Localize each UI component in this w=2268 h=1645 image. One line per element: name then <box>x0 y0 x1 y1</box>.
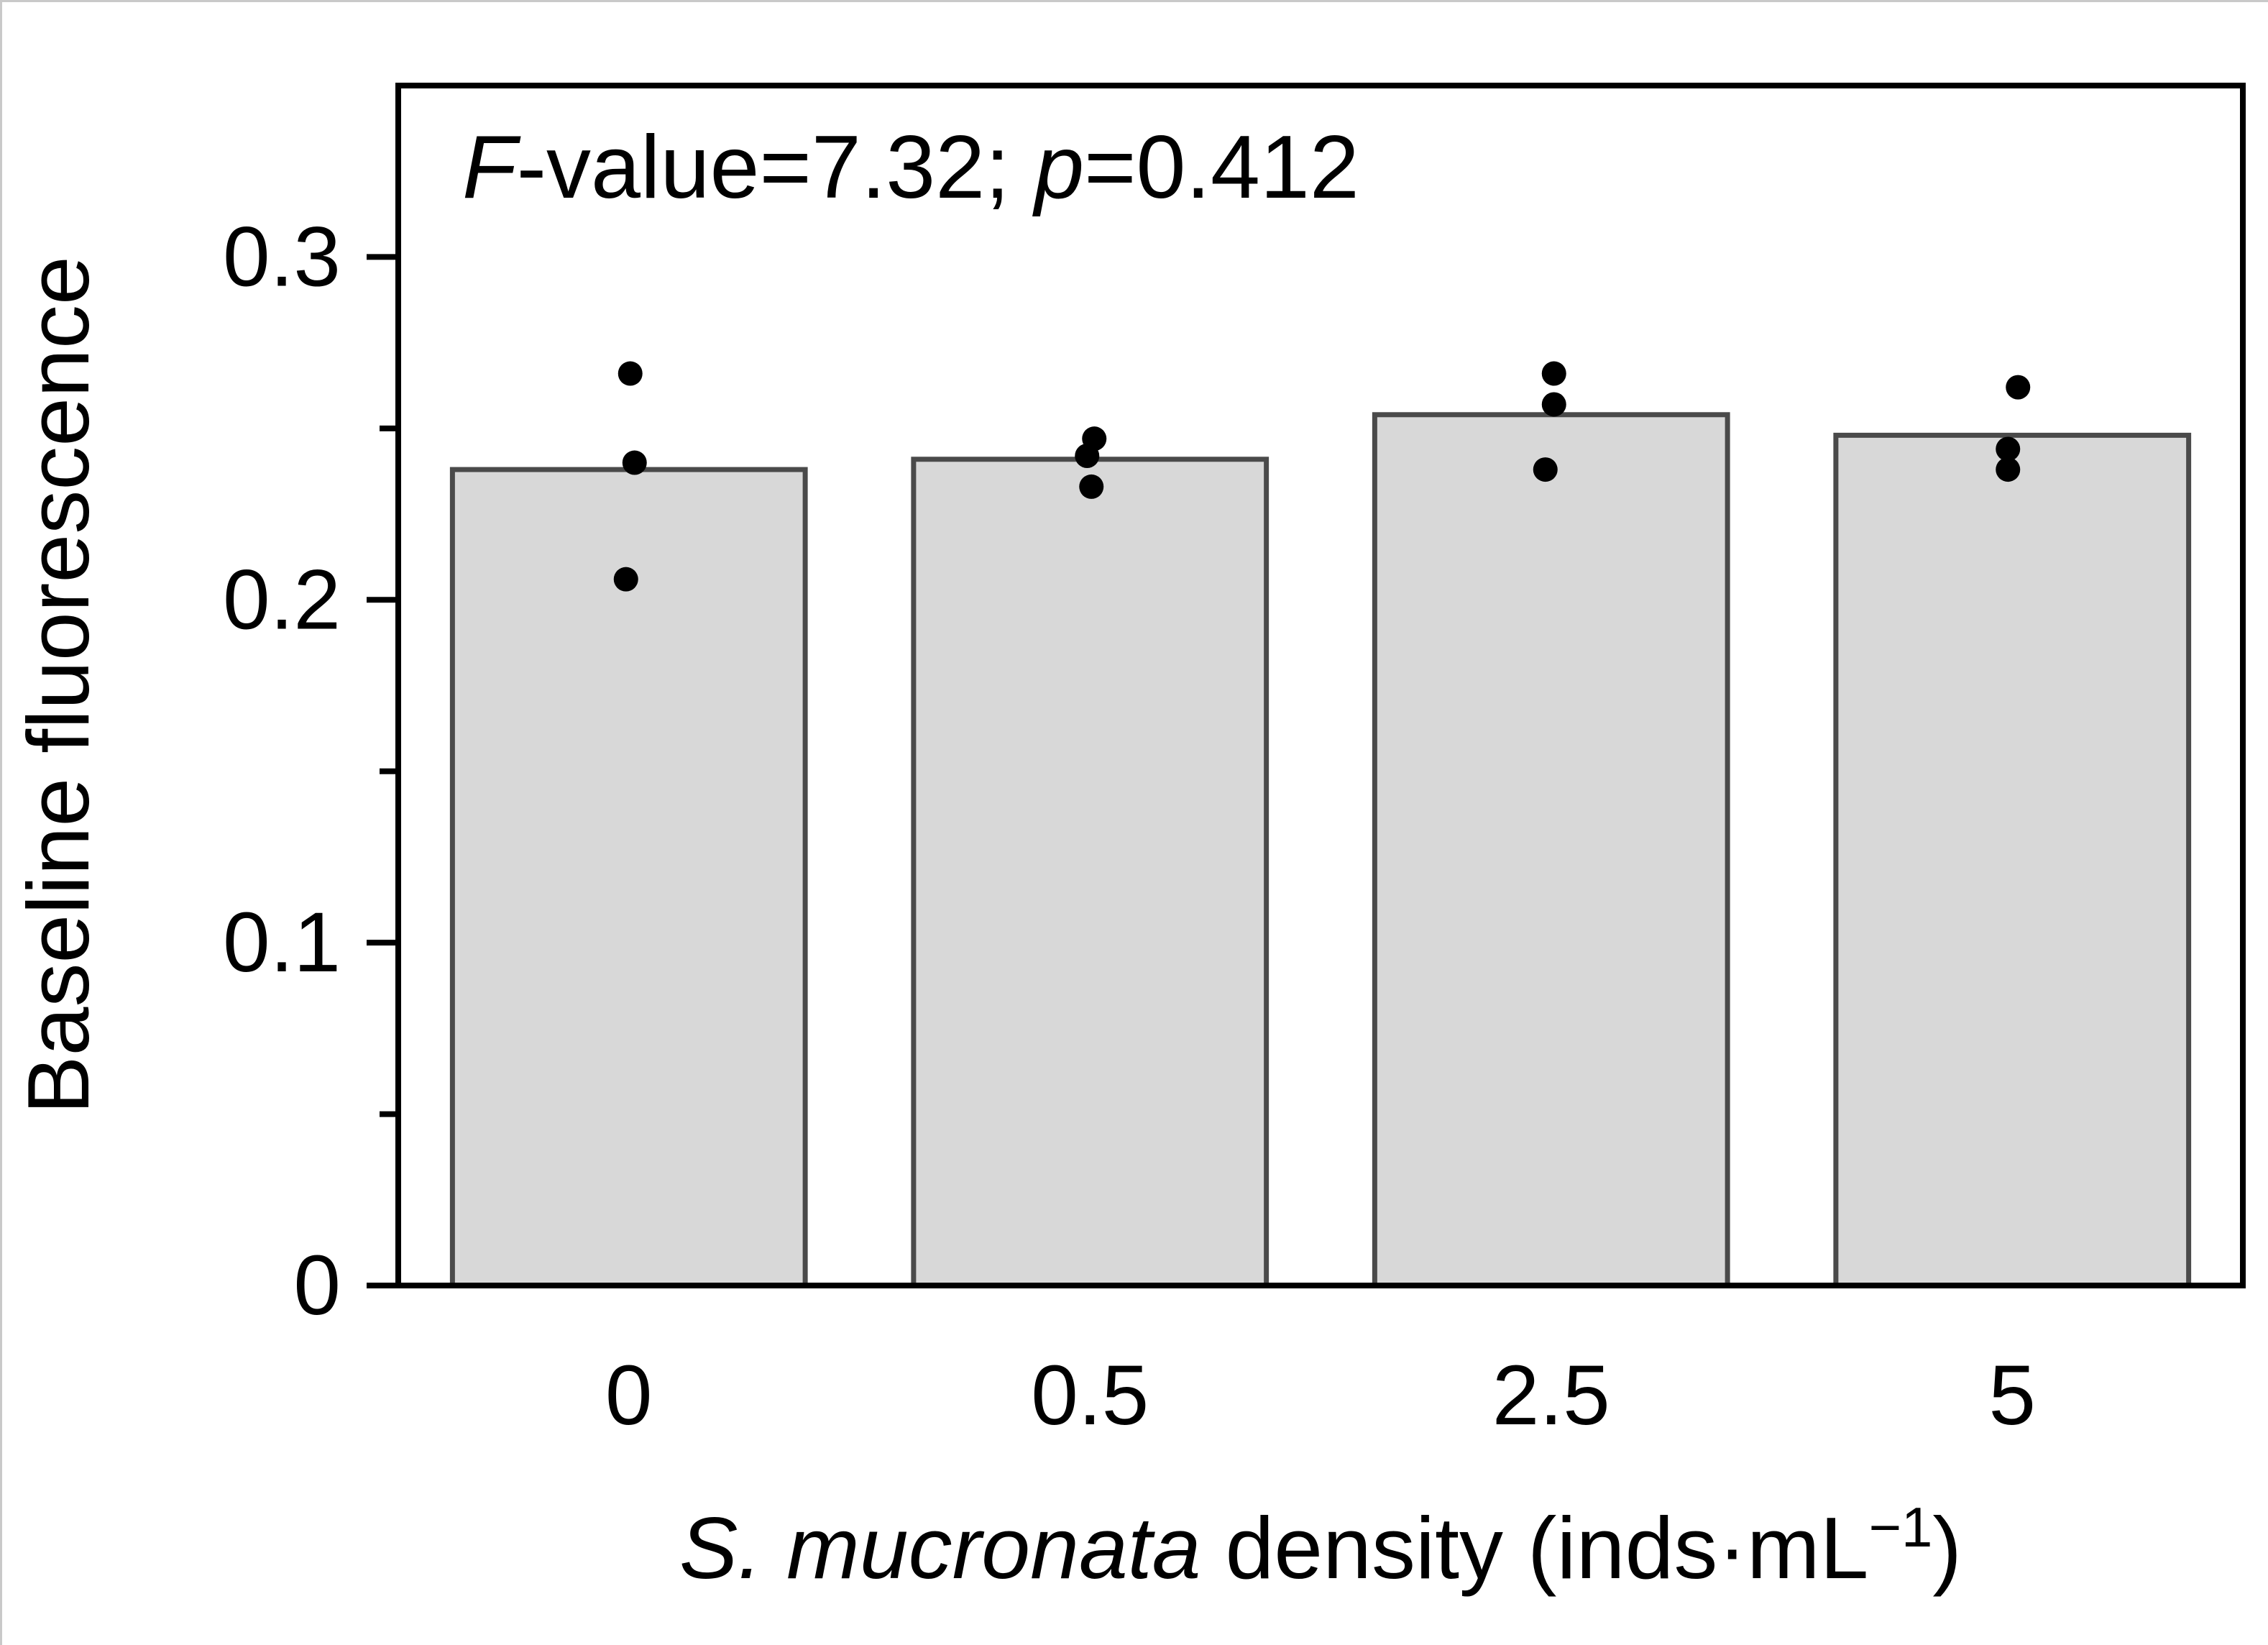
data-point <box>1533 457 1558 482</box>
data-point <box>2006 375 2031 400</box>
bar-0.5 <box>911 457 1270 1288</box>
x-tick-label: 2.5 <box>1492 1348 1610 1443</box>
stats-annotation: F-value=7.32; p=0.412 <box>462 118 1359 217</box>
data-point <box>1541 392 1566 417</box>
bar-2.5 <box>1372 412 1730 1288</box>
y-tick-label: 0.3 <box>223 209 341 304</box>
plot-border <box>395 83 2246 1288</box>
y-tick-label: 0.1 <box>223 895 341 990</box>
data-point <box>1541 361 1566 386</box>
y-axis-title: Baseline fluorescence <box>9 256 107 1114</box>
data-point <box>1996 436 2021 462</box>
data-point <box>613 567 638 592</box>
x-tick-label: 5 <box>1988 1348 2036 1443</box>
x-axis-title: S. mucronata density (inds·mL−1) <box>679 1495 1962 1597</box>
data-point <box>622 450 647 475</box>
x-tick-label: 0.5 <box>1031 1348 1149 1443</box>
x-tick-label: 0 <box>605 1348 653 1443</box>
data-point <box>1075 444 1100 469</box>
data-point <box>1079 474 1104 499</box>
y-tick-label: 0.2 <box>223 552 341 647</box>
data-point <box>1996 457 2021 482</box>
data-point <box>617 361 643 386</box>
bar-5 <box>1833 432 2192 1288</box>
bar-0 <box>449 467 808 1288</box>
y-tick-label: 0 <box>293 1238 341 1333</box>
